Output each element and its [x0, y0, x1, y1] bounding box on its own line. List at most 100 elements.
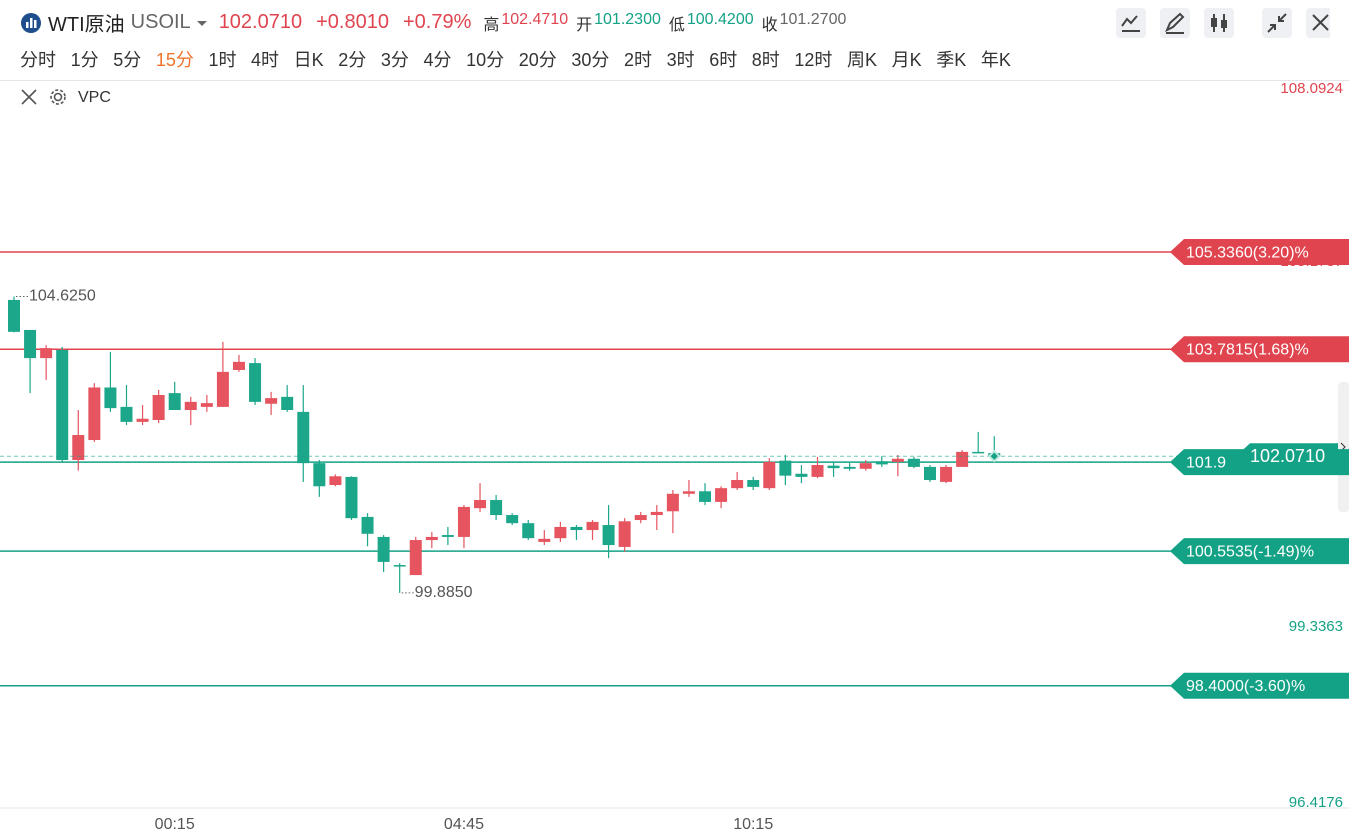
extreme-label: 99.8850 [415, 584, 473, 601]
candle-body [377, 536, 390, 562]
candle-body [715, 488, 728, 502]
interval-tab[interactable]: 1时 [208, 50, 237, 70]
x-tick-label: 00:15 [155, 816, 195, 833]
candle-body [779, 460, 792, 476]
symbol-code[interactable]: USOIL [130, 11, 191, 33]
interval-tab[interactable]: 12时 [794, 50, 833, 70]
stat-label: 收 [761, 16, 778, 34]
candle-body [666, 493, 679, 512]
level-label: 105.3360(3.20)% [1186, 244, 1309, 261]
chart: VPC 96.417699.3363105.1737108.092400:150… [0, 80, 1349, 833]
candle-icon-body [1211, 18, 1217, 27]
scrollbar[interactable] [1338, 382, 1349, 512]
extreme-label: 104.6250 [29, 288, 96, 305]
interval-tab[interactable]: 日K [293, 50, 324, 70]
candle-body [24, 329, 37, 359]
candle-body [891, 458, 904, 462]
interval-tab[interactable]: 2时 [623, 50, 652, 70]
interval-tab[interactable]: 8时 [751, 50, 780, 70]
candle-body [763, 461, 776, 489]
indicator-icon[interactable] [1121, 15, 1140, 32]
candle-body [827, 465, 840, 469]
stat-value: 101.2700 [779, 10, 847, 28]
candle-body [184, 401, 197, 410]
candle-body [602, 525, 615, 546]
candle-body [795, 473, 808, 477]
level-label: 103.7815(1.68)% [1186, 341, 1309, 358]
remove-indicator-icon[interactable] [21, 89, 37, 105]
interval-tab[interactable]: 1分 [70, 50, 99, 70]
interval-tab[interactable]: 年K [980, 50, 1011, 70]
candle-icon-body [1221, 20, 1227, 28]
candle-body [216, 371, 229, 407]
stat-label: 开 [576, 16, 593, 34]
candle-body [682, 491, 695, 494]
candle-body [457, 506, 470, 537]
x-tick-label: 04:45 [444, 816, 484, 833]
last-price-tag [1236, 443, 1338, 470]
draw-icon[interactable] [1165, 12, 1185, 34]
candle-body [474, 500, 487, 509]
interval-tab[interactable]: 2分 [338, 50, 367, 70]
quote-row: WTI原油 USOIL 102.0710 +0.8010 +0.79% 高 102… [20, 8, 846, 37]
settings-icon[interactable] [53, 92, 63, 102]
candle-body [570, 526, 583, 531]
stat-label: 低 [668, 16, 685, 34]
candle-body [522, 523, 535, 539]
settings-icon-ring [50, 89, 66, 105]
interval-tab[interactable]: 季K [936, 50, 967, 70]
indicator-label: VPC [78, 89, 111, 106]
interval-tab[interactable]: 分时 [20, 50, 56, 70]
level-tag [1170, 672, 1349, 699]
candle-body [859, 463, 872, 469]
candle-body [506, 515, 519, 524]
candle-body [875, 461, 888, 465]
level-tag [1170, 538, 1349, 565]
candle-body [40, 348, 53, 359]
interval-tab[interactable]: 4时 [251, 50, 280, 70]
logo [21, 12, 41, 33]
stat-value: 101.2300 [594, 10, 661, 28]
candle-body [232, 361, 245, 370]
candle-body [345, 476, 358, 519]
interval-tab[interactable]: 30分 [571, 50, 610, 70]
interval-tab[interactable]: 5分 [113, 50, 142, 70]
icon-bg [1262, 8, 1292, 38]
interval-tab[interactable]: 周K [847, 50, 878, 70]
candle-body [441, 535, 454, 537]
candle-body [747, 480, 760, 487]
interval-tab[interactable]: 3分 [380, 50, 409, 70]
candle-body [329, 476, 342, 486]
candle-body [972, 451, 985, 454]
x-tick-label: 10:15 [733, 816, 773, 833]
level-label: 100.5535(-1.49)% [1186, 543, 1314, 560]
candle-body [104, 387, 117, 409]
interval-tabs: 分时 1分 5分 15分 1时 4时 日K 2分 3分 4分 10分 20分 30分 2时 3时 6时 8时 12… [20, 46, 1025, 72]
symbol-name[interactable]: WTI原油 [48, 14, 125, 36]
interval-tab[interactable]: 20分 [518, 50, 557, 70]
candle-body [393, 565, 406, 567]
candle-body [907, 458, 920, 467]
interval-tab[interactable]: 3时 [666, 50, 695, 70]
close-icon[interactable] [1312, 14, 1329, 31]
candle-body [120, 406, 133, 422]
icon-bg [1306, 8, 1330, 38]
collapse-icon[interactable] [1267, 13, 1287, 33]
stat-value: 100.4200 [686, 10, 754, 28]
toolbar-icons [1116, 8, 1330, 38]
level-label: 98.4000(-3.60)% [1186, 678, 1305, 695]
candle-body [490, 500, 503, 516]
change: +0.8010 [316, 11, 389, 33]
last-price-dot [987, 449, 1001, 463]
interval-tab[interactable]: 月K [891, 50, 922, 70]
interval-tab[interactable]: 6时 [709, 50, 738, 70]
header: WTI原油 USOIL 102.0710 +0.8010 +0.79% 高 102… [0, 0, 1349, 81]
symbol-caret[interactable] [195, 18, 209, 28]
candle-body [249, 363, 262, 402]
candle-body [811, 465, 824, 477]
interval-tab[interactable]: 10分 [466, 50, 505, 70]
candle-body [361, 516, 374, 534]
interval-tab[interactable]: 4分 [423, 50, 452, 70]
interval-tab[interactable]: 15分 [155, 50, 194, 70]
